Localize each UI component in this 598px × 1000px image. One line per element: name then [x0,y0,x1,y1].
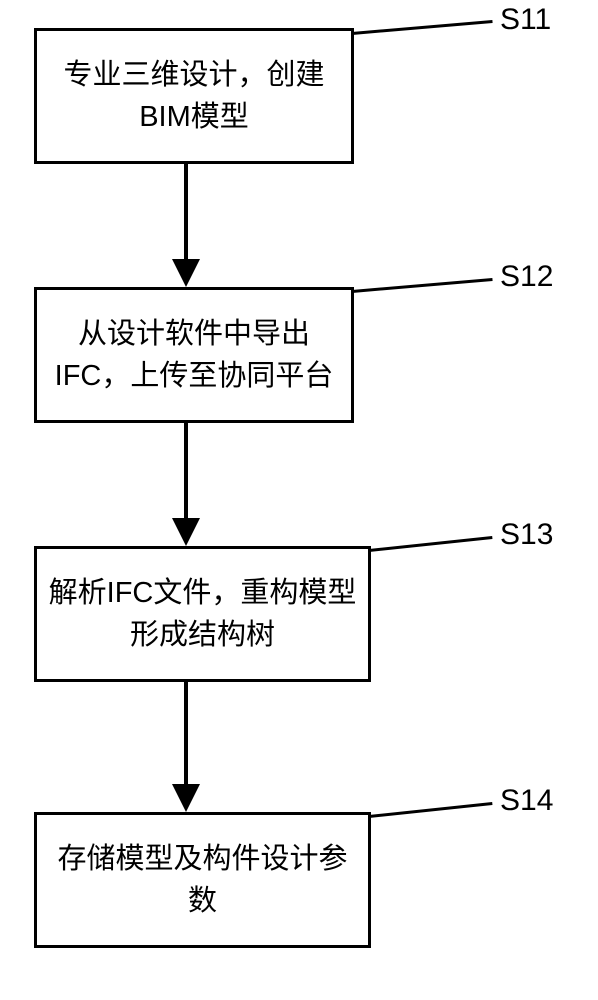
leader-line [369,802,492,818]
step-label: S13 [500,518,553,552]
step-label: S12 [500,260,553,294]
flowchart-node-n3: 解析IFC文件，重构模型形成结构树 [34,546,371,682]
flowchart-node-n1: 专业三维设计，创建BIM模型 [34,28,354,164]
flowchart-node-text: 从设计软件中导出IFC，上传至协同平台 [37,313,351,397]
flowchart-node-n4: 存储模型及构件设计参数 [34,812,371,948]
flowchart-node-text: 存储模型及构件设计参数 [37,838,368,922]
step-label: S11 [500,3,551,37]
leader-line [352,278,492,293]
leader-line [352,20,492,35]
flowchart-node-text: 专业三维设计，创建BIM模型 [37,54,351,138]
flowchart-node-n2: 从设计软件中导出IFC，上传至协同平台 [34,287,354,423]
flowchart-node-text: 解析IFC文件，重构模型形成结构树 [37,572,368,656]
step-label: S14 [500,784,553,818]
leader-line [369,536,492,552]
